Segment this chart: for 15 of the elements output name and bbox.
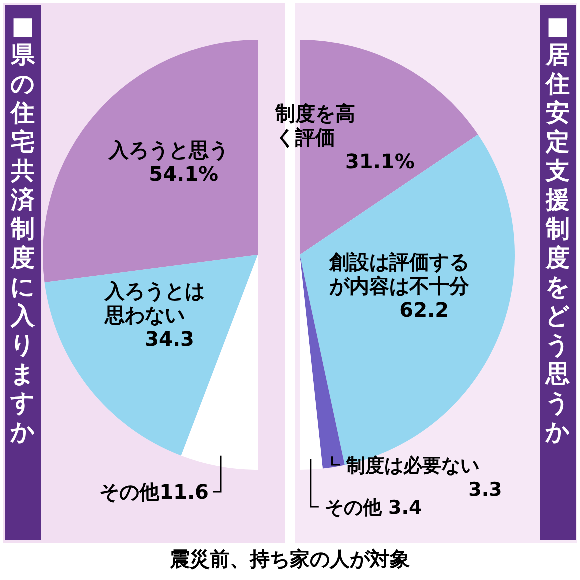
chart-title: ■居住安定支援制度をどう思うか <box>546 12 570 446</box>
data-label: 54.1% <box>149 162 219 186</box>
slice-label: その他11.6 <box>100 480 209 504</box>
slice-label: 制度を高く評価 <box>274 102 356 150</box>
slice-label: 制度は必要ない <box>345 455 480 477</box>
data-label: 3.3 <box>468 479 502 501</box>
text: 震災前、持ち家の人が対象 <box>169 547 410 571</box>
slice-label: 創設は評価するが内容は不十分 <box>328 250 471 298</box>
slice-label: 入ろうとは思わない <box>104 279 206 328</box>
data-label: 62.2 <box>400 298 450 322</box>
data-label: 31.1% <box>345 150 415 174</box>
data-label: 34.3 <box>145 327 194 352</box>
chart-title: ■県の住宅共済制度に入りますか <box>10 12 36 446</box>
slice-label: 入ろうと思う <box>108 138 230 162</box>
slice-label: その他 3.4 <box>324 497 422 519</box>
